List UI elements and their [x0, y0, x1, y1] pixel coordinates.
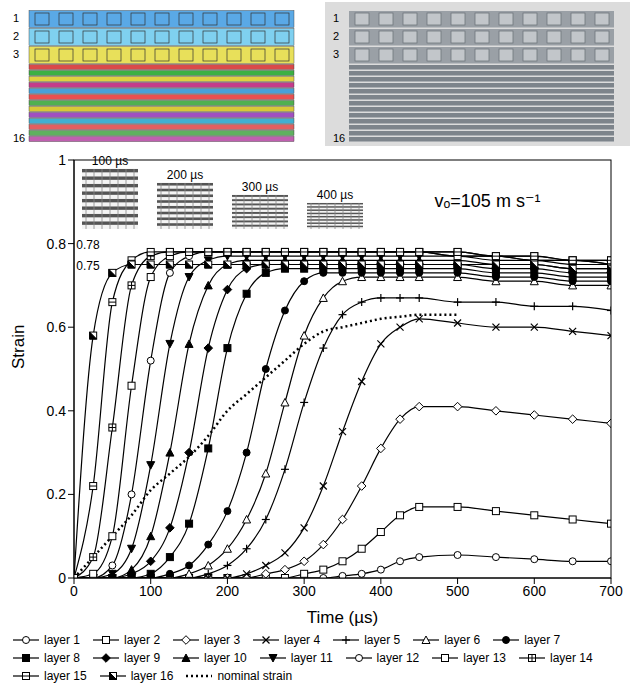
html-text:layer 2: layer 2 — [124, 633, 161, 647]
html-text:layer 1: layer 1 — [44, 633, 80, 647]
svg-text:400 µs: 400 µs — [317, 188, 353, 202]
html-text:layer 13: layer 13 — [463, 651, 506, 665]
html-text:layer 11: layer 11 — [290, 651, 333, 665]
svg-text:400: 400 — [369, 583, 393, 599]
svg-text:100: 100 — [139, 583, 163, 599]
svg-text:Time (µs): Time (µs) — [307, 608, 379, 627]
svg-text:3: 3 — [333, 48, 339, 60]
html-text:layer 16: layer 16 — [130, 669, 174, 683]
svg-text:700: 700 — [599, 583, 623, 599]
html-text:layer 10: layer 10 — [204, 651, 247, 665]
svg-text:0.4: 0.4 — [47, 403, 67, 419]
svg-text:0: 0 — [70, 583, 78, 599]
html-text:layer 3: layer 3 — [204, 633, 241, 647]
svg-text:16: 16 — [333, 132, 345, 144]
svg-text:200 µs: 200 µs — [167, 168, 203, 182]
svg-text:2: 2 — [13, 30, 19, 42]
svg-text:300: 300 — [292, 583, 316, 599]
html-text:nominal strain: nominal strain — [217, 669, 293, 683]
svg-text:vₒ=105 m s⁻¹: vₒ=105 m s⁻¹ — [435, 191, 541, 211]
svg-text:300 µs: 300 µs — [242, 180, 278, 194]
html-text:layer 9: layer 9 — [124, 651, 161, 665]
svg-text:1: 1 — [13, 12, 19, 24]
svg-text:1: 1 — [333, 12, 339, 24]
svg-text:1: 1 — [58, 152, 66, 168]
html-text:layer 14: layer 14 — [550, 651, 593, 665]
svg-text:0.6: 0.6 — [47, 319, 67, 335]
svg-text:0.8: 0.8 — [47, 236, 67, 252]
svg-text:0.78: 0.78 — [76, 238, 100, 252]
svg-text:0.2: 0.2 — [47, 486, 67, 502]
svg-text:0.75: 0.75 — [76, 259, 100, 273]
svg-text:16: 16 — [13, 132, 25, 144]
svg-text:200: 200 — [216, 583, 240, 599]
html-text:layer 15: layer 15 — [44, 669, 87, 683]
svg-text:600: 600 — [523, 583, 547, 599]
html-text:layer 5: layer 5 — [364, 633, 401, 647]
svg-text:3: 3 — [13, 48, 19, 60]
html-text:layer 4: layer 4 — [284, 633, 321, 647]
svg-text:100 µs: 100 µs — [92, 154, 128, 168]
svg-text:500: 500 — [446, 583, 470, 599]
html-text:layer 6: layer 6 — [444, 633, 481, 647]
html-text:layer 12: layer 12 — [376, 651, 420, 665]
html-text:layer 7: layer 7 — [524, 633, 561, 647]
svg-text:Strain: Strain — [9, 325, 28, 369]
html-text:layer 8: layer 8 — [44, 651, 80, 665]
svg-text:0: 0 — [58, 570, 66, 586]
svg-text:2: 2 — [333, 30, 339, 42]
